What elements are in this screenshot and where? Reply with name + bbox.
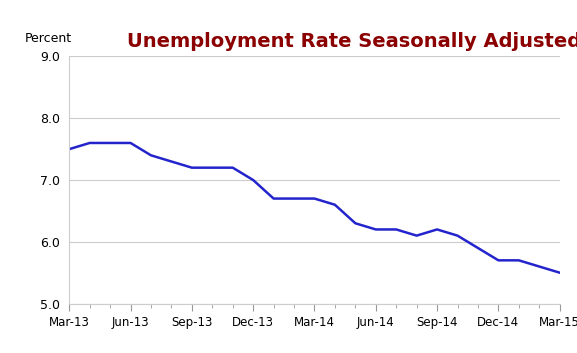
Text: Percent: Percent [25,32,72,45]
Text: Unemployment Rate Seasonally Adjusted: Unemployment Rate Seasonally Adjusted [127,32,577,51]
